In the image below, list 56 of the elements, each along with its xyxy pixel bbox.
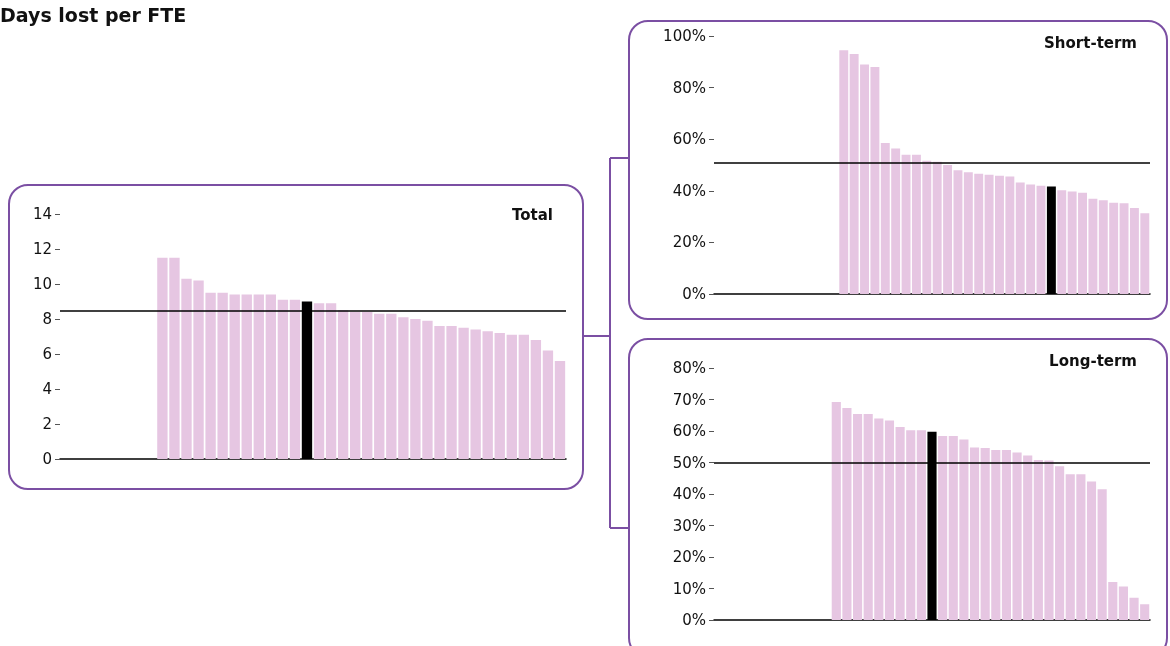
y-tick-label: 100% <box>663 27 706 45</box>
y-tick-label: 40% <box>672 181 706 200</box>
y-tick-label: 8 <box>42 310 52 328</box>
y-tick-label: 60% <box>672 130 706 149</box>
chart-title: Total <box>512 205 554 224</box>
y-tick-label: 0% <box>682 285 706 303</box>
bar <box>1057 190 1067 294</box>
y-tick-label: 10 <box>32 275 52 293</box>
y-tick-label: 10% <box>672 579 706 598</box>
bar <box>289 299 301 459</box>
bar <box>884 420 895 620</box>
bar <box>386 313 397 459</box>
y-tick-label: 14 <box>32 205 52 223</box>
bar <box>852 413 863 620</box>
y-tick-label: 2 <box>42 415 52 433</box>
y-tick-label: 80% <box>672 78 706 97</box>
bar <box>916 430 926 620</box>
bar <box>530 340 542 459</box>
y-tick-label: 80% <box>672 359 706 377</box>
y-tick-label: 40% <box>672 485 706 503</box>
y-tick-label: 6 <box>42 345 52 363</box>
bar <box>277 299 289 459</box>
bar <box>325 303 337 459</box>
bar <box>241 294 252 459</box>
bar <box>969 447 980 620</box>
bar <box>374 313 385 459</box>
bar <box>506 334 517 459</box>
bar <box>1001 449 1012 620</box>
bar <box>518 334 530 459</box>
y-tick-label: 60% <box>672 422 706 440</box>
bar <box>938 436 948 620</box>
y-tick-label: 0 <box>42 450 52 468</box>
bar <box>337 310 349 459</box>
y-tick-label: 0% <box>682 611 706 629</box>
y-tick-label: 20% <box>672 548 706 566</box>
bar <box>542 350 554 459</box>
y-tick-label: 50% <box>672 453 706 472</box>
y-tick-label: 4 <box>42 380 52 398</box>
chart-title: Short-term <box>1044 33 1137 52</box>
bar <box>554 361 566 459</box>
bar <box>349 312 361 459</box>
bar <box>313 303 325 459</box>
chart-title: Long-term <box>1049 351 1138 370</box>
bar <box>229 294 240 459</box>
y-tick-label: 30% <box>672 516 706 535</box>
bar <box>265 294 277 459</box>
bar <box>362 312 373 459</box>
bar <box>253 294 264 459</box>
bar <box>839 50 849 294</box>
text: Days lost per FTE <box>0 4 187 26</box>
y-tick-label: 12 <box>32 240 52 258</box>
y-tick-label: 70% <box>672 390 706 409</box>
bar <box>482 331 493 459</box>
bar <box>494 333 505 459</box>
bar <box>1086 481 1097 620</box>
y-tick-label: 20% <box>672 233 706 252</box>
